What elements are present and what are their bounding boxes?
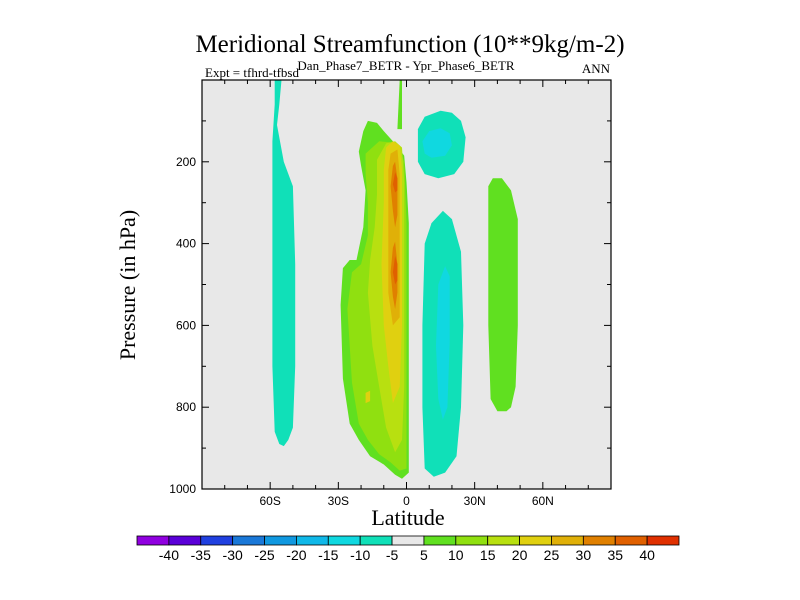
contour-equatorial-level-35-lower: [392, 255, 398, 285]
contour-regions: [272, 80, 518, 479]
colorbar-swatch: [487, 535, 520, 546]
colorbar-label: -25: [254, 547, 274, 563]
colorbar-swatch: [646, 535, 680, 546]
y-tick-label: 200: [176, 155, 196, 169]
x-tick-label: 30S: [328, 494, 349, 508]
colorbar-swatch: [551, 535, 584, 546]
contour-sh-negative-column: [272, 80, 296, 447]
axis-ticks: 60S 30S 0 30N 60N 200 400 600 800 1000: [169, 80, 611, 508]
y-axis-label: Pressure (in hPa): [115, 210, 140, 360]
colorbar: -40 -35 -30 -25 -20 -15 -10 -5 5 10 15 20 25 30 35 40: [136, 535, 680, 563]
contour-equatorial-level-35-upper: [392, 172, 398, 193]
colorbar-swatch: [232, 535, 265, 546]
colorbar-swatch: [327, 535, 361, 546]
colorbar-label: -30: [223, 547, 243, 563]
contour-equatorial-positive-cell-top: [397, 80, 402, 130]
colorbar-swatch: [582, 535, 616, 546]
colorbar-label: 5: [420, 547, 428, 563]
x-tick-label: 30N: [464, 494, 486, 508]
expt-label: Expt = tfhrd-tfbsd: [205, 65, 299, 80]
colorbar-swatch: [519, 535, 552, 546]
contour-equatorial-local-max-near-surface: [365, 390, 371, 404]
colorbar-swatch: [455, 535, 489, 546]
x-tick-label: 60N: [532, 494, 554, 508]
colorbar-label: 10: [448, 547, 464, 563]
y-tick-label: 400: [176, 237, 196, 251]
season-label: ANN: [582, 61, 611, 76]
x-axis-label: Latitude: [371, 505, 444, 530]
colorbar-swatch: [423, 535, 457, 546]
y-tick-label: 800: [176, 400, 196, 414]
colorbar-label: -15: [318, 547, 338, 563]
colorbar-label: -40: [159, 547, 179, 563]
colorbar-swatch: [614, 535, 648, 546]
chart-title: Meridional Streamfunction (10**9kg/m-2): [195, 31, 624, 58]
colorbar-label: 15: [480, 547, 496, 563]
colorbar-swatch: [296, 535, 329, 546]
colorbar-label: 35: [607, 547, 623, 563]
colorbar-swatch: [359, 535, 393, 546]
colorbar-swatch: [136, 535, 170, 546]
y-tick-label: 600: [176, 318, 196, 332]
colorbar-label: -10: [350, 547, 370, 563]
contour-nh-upper-level-10: [422, 128, 452, 158]
colorbar-swatch: [168, 535, 202, 546]
colorbar-label: -35: [191, 547, 211, 563]
contour-nh-lower-level-10: [436, 266, 450, 420]
contour-nh-midlatitude-positive: [488, 178, 518, 412]
colorbar-label: -5: [386, 547, 399, 563]
x-tick-label: 60S: [259, 494, 280, 508]
colorbar-swatch: [391, 535, 425, 546]
y-tick-label: 1000: [169, 482, 196, 496]
colorbar-label: 30: [576, 547, 592, 563]
colorbar-label: 25: [544, 547, 560, 563]
colorbar-label: -20: [286, 547, 306, 563]
chart-subtitle: Dan_Phase7_BETR - Ypr_Phase6_BETR: [297, 58, 514, 73]
colorbar-swatch: [200, 535, 234, 546]
colorbar-label: 40: [639, 547, 655, 563]
colorbar-swatch: [264, 535, 297, 546]
colorbar-label: 20: [512, 547, 528, 563]
x-tick-label: 0: [403, 494, 410, 508]
